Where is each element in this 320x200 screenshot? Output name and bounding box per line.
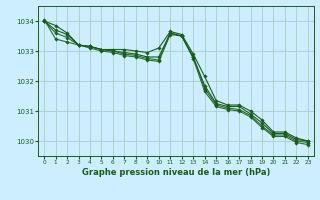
X-axis label: Graphe pression niveau de la mer (hPa): Graphe pression niveau de la mer (hPa) xyxy=(82,168,270,177)
